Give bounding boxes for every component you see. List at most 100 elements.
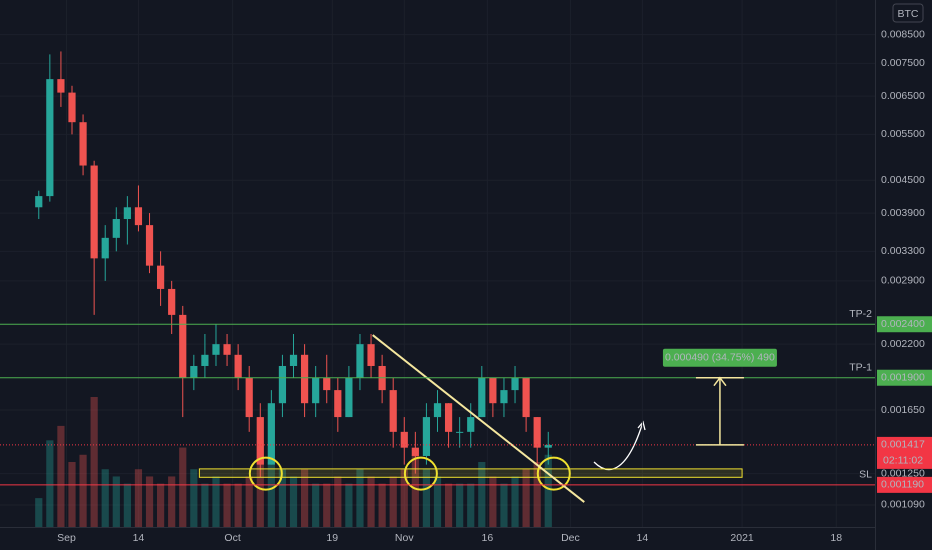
volume-bar: [57, 425, 65, 527]
volume-bar: [201, 483, 209, 527]
candle-body: [356, 344, 364, 378]
volume-bar: [212, 476, 220, 527]
x-tick-label: 14: [637, 532, 649, 544]
volume-bar: [223, 483, 231, 527]
volume-bar: [35, 498, 43, 527]
volume-bar: [489, 476, 497, 527]
volume-bar: [312, 483, 320, 527]
candle-body: [289, 354, 298, 366]
volume-bar: [234, 483, 242, 527]
candle-body: [312, 377, 320, 404]
candle-body: [456, 431, 464, 433]
currency-box[interactable]: [892, 3, 924, 23]
volume-bar: [46, 440, 54, 527]
candle-body: [90, 165, 98, 259]
candle-body: [145, 225, 154, 266]
volume-bar: [101, 469, 109, 527]
volume-bar: [522, 469, 530, 527]
y-tick-label: 0.003300: [881, 245, 925, 257]
volume-bar: [300, 469, 309, 527]
level-name: SL: [859, 469, 872, 481]
volume-bar: [422, 469, 431, 527]
x-tick-label: Oct: [224, 532, 240, 544]
level-price: 0.001900: [881, 372, 925, 384]
y-tick-label: 0.006500: [881, 90, 925, 102]
measure-label: 0.000490 (34.75%) 490: [665, 352, 775, 364]
volume-bar: [467, 483, 475, 527]
y-tick-label: 0.003900: [881, 207, 925, 219]
candle-body: [179, 314, 187, 378]
candle-body: [212, 344, 220, 355]
volume-bar: [400, 469, 408, 527]
x-tick-label: 18: [830, 532, 842, 544]
volume-bar: [245, 476, 253, 527]
candle-body: [467, 417, 475, 432]
candle-body: [444, 403, 453, 432]
measure-label-box: [662, 348, 777, 367]
candle-body: [245, 377, 253, 418]
volume-bar: [444, 483, 453, 527]
candle-body: [201, 354, 209, 366]
y-tick-label: 0.001090: [881, 499, 925, 511]
candle-body: [400, 431, 408, 448]
candle-body: [489, 377, 497, 404]
volume-bar: [533, 462, 541, 527]
volume-bar: [179, 447, 187, 527]
volume-bar: [378, 483, 386, 527]
candle-body: [134, 207, 143, 226]
candle-body: [123, 207, 131, 220]
level-name: TP-1: [849, 362, 872, 374]
candle-body: [411, 447, 419, 456]
volume-bar: [334, 476, 342, 527]
candle-body: [478, 377, 486, 418]
candle-body: [334, 390, 342, 418]
volume-bar: [511, 476, 519, 527]
volume-bar: [389, 476, 397, 527]
currency: BTC: [898, 8, 919, 20]
candle-body: [300, 354, 309, 404]
support-circle: [536, 456, 571, 491]
support-circle: [248, 456, 283, 491]
volume-bar: [112, 476, 120, 527]
countdown: 02:11:02: [883, 455, 923, 467]
candle-body: [544, 444, 552, 448]
volume-bar: [68, 462, 76, 527]
candle-body: [234, 354, 242, 378]
candle-body: [511, 377, 519, 391]
candle-body: [223, 344, 231, 355]
volume-bar: [456, 483, 464, 527]
level-price-tag: [877, 369, 932, 386]
y-tick-label: 0.002900: [881, 275, 925, 287]
candle-body: [278, 365, 287, 404]
current-price: 0.001417: [881, 439, 925, 451]
volume-bar: [500, 483, 508, 527]
level-price-tag: [877, 476, 932, 493]
volume-bar: [478, 462, 486, 527]
volume-bar: [356, 469, 364, 527]
y-tick-label: 0.004500: [881, 174, 925, 186]
volume-bar: [157, 483, 165, 527]
current-price-tag: [877, 436, 932, 469]
y-tick-label: 0.001650: [881, 404, 925, 416]
volume-bar: [411, 454, 419, 527]
candle-body: [367, 344, 375, 366]
candle-body: [101, 237, 109, 259]
x-tick-label: Sep: [57, 532, 76, 544]
x-tick-label: 16: [481, 532, 493, 544]
volume-bar: [123, 483, 131, 527]
candle-body: [168, 288, 176, 315]
candle-body: [190, 365, 198, 378]
x-tick-label: Nov: [395, 532, 414, 544]
volume-bar: [278, 469, 287, 527]
candle-body: [157, 265, 165, 289]
candle-body: [79, 122, 87, 166]
forecast-arrow-head: [637, 420, 646, 431]
volume-bar: [289, 476, 298, 527]
candle-body: [46, 79, 54, 197]
candle-body: [533, 417, 541, 448]
level-price-tag: [877, 316, 932, 333]
candle-body: [267, 403, 275, 465]
